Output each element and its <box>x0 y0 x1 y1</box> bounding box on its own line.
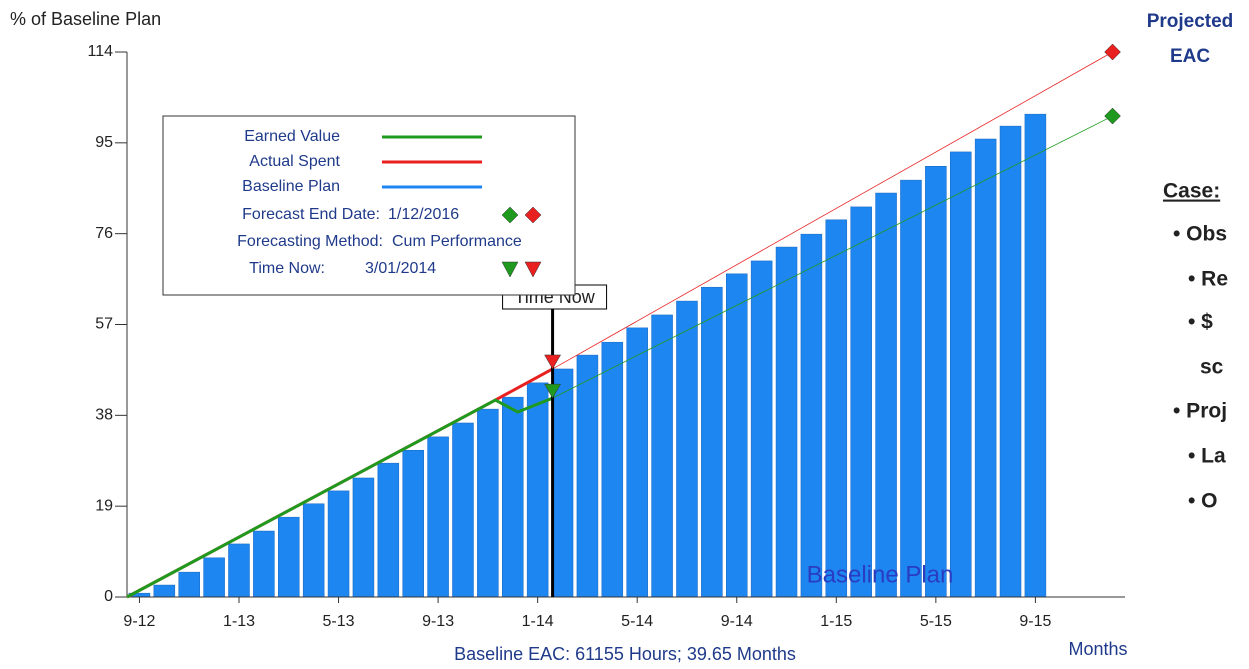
bar <box>253 530 275 598</box>
line <box>126 396 554 599</box>
x-tick-label: 9-15 <box>1019 613 1051 630</box>
side-item: • Proj <box>1173 400 1227 423</box>
y-tick-label: 114 <box>87 43 113 60</box>
bar <box>974 138 997 598</box>
legend-info-label: Forecast End Date: <box>242 206 380 223</box>
x-tick-label: 5-13 <box>323 613 355 630</box>
y-tick-label: 95 <box>95 134 113 151</box>
bar <box>526 382 549 598</box>
x-tick-label: 5-15 <box>920 613 952 630</box>
eac-annotation: EAC <box>1170 46 1210 67</box>
y-tick-label: 38 <box>95 407 113 424</box>
bar <box>228 543 250 598</box>
legend: Earned Value Actual Spent Baseline Plan For… <box>162 115 576 296</box>
bar <box>377 462 400 598</box>
legend-diamond <box>524 206 542 224</box>
x-axis-label: Baseline EAC: 61155 Hours; 39.65 Months <box>454 644 796 664</box>
line <box>552 51 1113 370</box>
legend-triangle <box>524 261 542 278</box>
x-unit-label: Months <box>1068 639 1127 659</box>
bar <box>278 516 300 598</box>
legend-info-label: Time Now: <box>249 260 325 277</box>
side-item: • La <box>1188 445 1226 468</box>
x-tick-label: 9-12 <box>123 613 155 630</box>
bar <box>949 151 972 598</box>
eac-annotation: Projected <box>1147 11 1234 32</box>
bar <box>551 368 574 598</box>
bar <box>402 449 424 598</box>
bar <box>850 206 872 598</box>
bar <box>651 314 673 598</box>
bar <box>327 490 350 598</box>
bar <box>999 125 1022 598</box>
x-tick-label: 9-14 <box>721 613 753 630</box>
side-heading: Case: <box>1163 180 1220 203</box>
bar <box>800 233 823 598</box>
side-item: • Obs <box>1173 223 1227 246</box>
bar <box>1024 113 1047 598</box>
eac-diamond <box>1104 43 1121 61</box>
bar <box>900 179 922 598</box>
bar <box>601 341 624 598</box>
bar <box>576 354 599 598</box>
x-tick-label: 5-14 <box>621 613 653 630</box>
time-now-marker <box>544 354 562 370</box>
bar <box>825 219 848 598</box>
y-axis-label: % of Baseline Plan <box>10 9 161 29</box>
legend-triangle <box>501 261 519 278</box>
bar <box>203 557 225 598</box>
bar <box>925 166 947 598</box>
bar-annotation: Baseline Plan <box>807 561 954 588</box>
side-item: • Re <box>1188 268 1228 291</box>
x-tick-label: 1-13 <box>223 613 255 630</box>
bar <box>750 260 773 598</box>
bar <box>701 286 723 598</box>
x-tick-label: 1-15 <box>820 613 852 630</box>
bar <box>875 192 897 598</box>
legend-label: Baseline Plan <box>242 178 340 195</box>
y-tick-label: 0 <box>104 588 113 605</box>
bar <box>626 327 648 598</box>
legend-info-label: Forecasting Method: <box>237 233 383 250</box>
bar <box>427 436 449 598</box>
x-tick-label: 9-13 <box>422 613 454 630</box>
side-item: sc <box>1200 356 1224 379</box>
eac-diamond <box>1104 107 1121 125</box>
legend-diamond <box>501 206 519 224</box>
legend-label: Actual Spent <box>249 153 340 170</box>
bar <box>302 503 325 598</box>
line <box>552 115 1113 399</box>
y-tick-label: 76 <box>95 225 113 242</box>
legend-info-value: Cum Performance <box>392 233 522 250</box>
bar <box>477 408 499 598</box>
bar <box>178 571 200 598</box>
bar <box>726 273 748 598</box>
legend-info-value: 1/12/2016 <box>388 206 459 223</box>
time-now-marker <box>544 383 562 399</box>
bar <box>452 422 474 598</box>
bar <box>502 396 524 598</box>
x-tick-label: 1-14 <box>522 613 554 630</box>
side-item: • $ <box>1188 311 1213 334</box>
y-tick-label: 57 <box>95 316 113 333</box>
bar <box>153 584 176 598</box>
side-item: • O <box>1188 490 1218 513</box>
y-tick-label: 19 <box>95 497 113 514</box>
bar <box>352 477 375 598</box>
bar <box>775 246 798 598</box>
bar <box>676 300 698 598</box>
legend-info-value: 3/01/2014 <box>365 260 436 277</box>
legend-label: Earned Value <box>244 128 340 145</box>
